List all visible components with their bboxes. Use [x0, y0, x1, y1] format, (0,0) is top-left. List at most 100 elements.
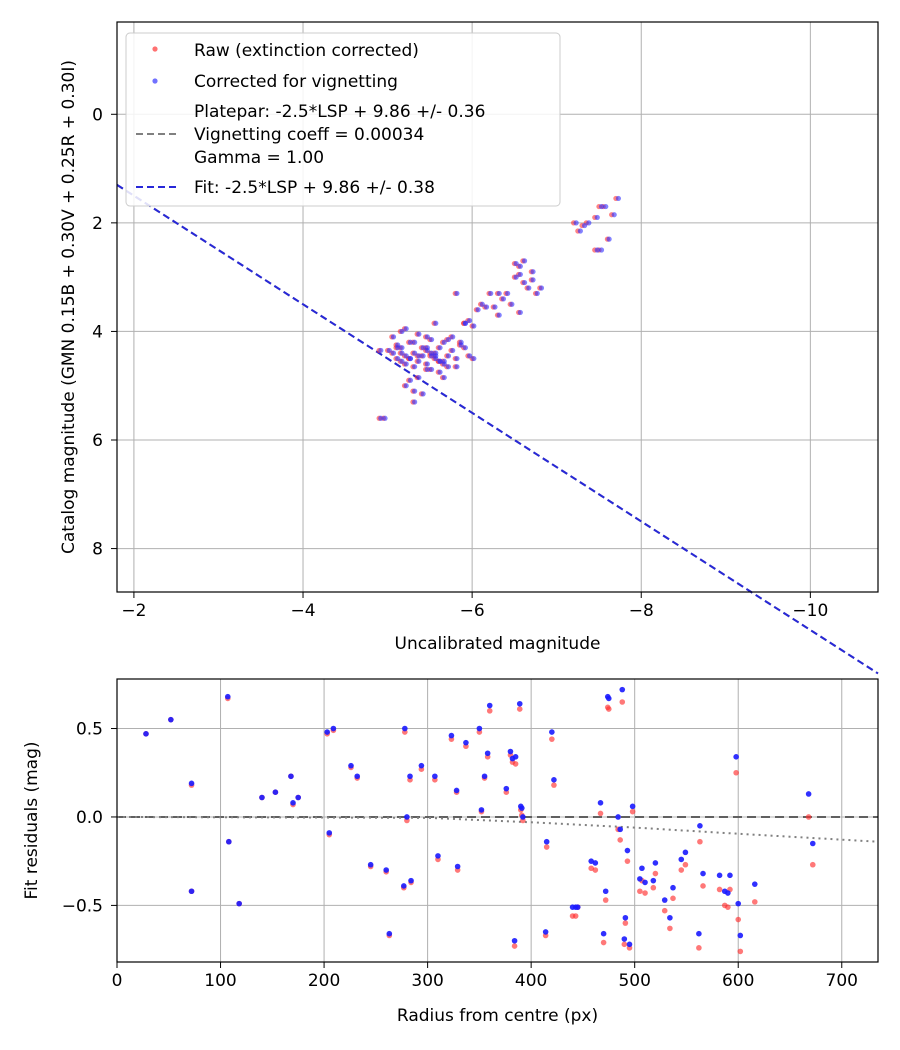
residual-corrected-point: [642, 879, 648, 886]
corrected-point: [471, 355, 477, 362]
corrected-point: [428, 366, 435, 373]
corrected-point: [479, 301, 485, 307]
residual-corrected-point: [697, 823, 703, 829]
residual-corrected-point: [272, 789, 279, 795]
residual-corrected-point: [448, 732, 455, 739]
corrected-point: [573, 220, 579, 226]
residual-corrected-point: [236, 900, 242, 907]
corrected-point: [441, 358, 447, 364]
residual-corrected-point: [700, 870, 706, 877]
bottom-x-tick-label: 700: [826, 971, 858, 991]
residual-corrected-point: [682, 849, 689, 856]
corrected-point: [424, 334, 430, 340]
residual-corrected-point: [503, 785, 510, 792]
residual-corrected-point: [670, 884, 676, 891]
corrected-point: [437, 345, 443, 351]
residual-raw-point: [512, 761, 519, 767]
vignetting-curve: [116, 815, 879, 843]
residual-raw-point: [619, 699, 626, 705]
corrected-point: [615, 195, 622, 202]
bottom-x-tick-label: 200: [308, 971, 340, 991]
bottom-x-tick-label: 500: [618, 971, 650, 991]
top-x-axis-label: Uncalibrated magnitude: [395, 634, 601, 654]
residual-corrected-point: [624, 847, 631, 854]
residual-raw-point: [652, 870, 659, 877]
residual-corrected-point: [600, 930, 607, 937]
corrected-point: [530, 277, 536, 283]
residual-corrected-point: [330, 725, 337, 732]
corrected-point: [441, 374, 447, 381]
residual-corrected-point: [661, 897, 668, 903]
corrected-point: [517, 309, 523, 316]
residual-raw-point: [549, 736, 555, 742]
residual-raw-point: [805, 814, 812, 820]
residual-raw-point: [735, 916, 742, 923]
residual-raw-point: [642, 890, 648, 896]
residual-raw-point: [733, 769, 739, 776]
residual-corrected-point: [809, 840, 816, 847]
residual-corrected-point: [622, 914, 629, 921]
residual-corrected-point: [290, 800, 296, 806]
residual-raw-point: [637, 888, 643, 895]
corrected-point: [378, 347, 384, 354]
bottom-x-tick-label: 600: [722, 971, 754, 991]
bottom-chart: 0 100 200 300 400 500 600 700 −0.5 0.0 0.5 Radius …: [22, 678, 879, 1026]
corrected-point: [445, 353, 452, 359]
corrected-point: [483, 304, 490, 310]
residual-corrected-point: [626, 941, 633, 948]
residual-corrected-point: [383, 867, 389, 873]
corrected-point: [407, 377, 414, 383]
residual-raw-point: [622, 920, 629, 926]
residual-corrected-point: [602, 888, 609, 895]
corrected-point: [534, 290, 540, 297]
residual-raw-point: [697, 838, 703, 845]
residual-corrected-point: [188, 888, 195, 895]
top-y-tick-label: 8: [92, 540, 103, 560]
corrected-point: [399, 358, 405, 364]
residual-raw-point: [716, 886, 723, 893]
corrected-point: [390, 350, 397, 356]
residual-corrected-point: [224, 693, 231, 700]
legend-vignetting-label: Vignetting coeff = 0.00034: [194, 125, 424, 145]
corrected-point: [445, 336, 452, 343]
residual-raw-point: [661, 907, 668, 914]
residual-corrected-point: [597, 800, 604, 806]
corrected-point: [454, 355, 460, 362]
residual-raw-point: [606, 706, 612, 712]
residual-corrected-point: [463, 739, 469, 746]
corrected-point: [378, 415, 384, 421]
residual-corrected-point: [805, 791, 812, 797]
residual-raw-point: [700, 883, 706, 889]
corrected-point: [466, 353, 473, 359]
corrected-point: [390, 334, 397, 340]
corrected-point: [521, 279, 528, 286]
residual-corrected-point: [678, 856, 685, 863]
residual-corrected-point: [639, 865, 645, 872]
corrected-point: [420, 353, 426, 359]
residual-corrected-point: [737, 932, 744, 939]
corrected-point: [517, 263, 523, 269]
residual-corrected-point: [551, 777, 557, 783]
corrected-point: [399, 328, 405, 335]
legend-gamma-label: Gamma = 1.00: [194, 148, 324, 168]
corrected-point: [395, 355, 401, 362]
corrected-point: [538, 285, 545, 291]
legend-box: [125, 32, 561, 207]
corrected-point: [581, 222, 588, 229]
residual-corrected-point: [454, 863, 461, 870]
residual-corrected-point: [716, 872, 723, 879]
corrected-point: [454, 290, 460, 297]
corrected-point: [441, 339, 447, 345]
residual-corrected-point: [667, 914, 673, 921]
residual-corrected-point: [519, 805, 525, 811]
bottom-y-tick-label: 0.0: [76, 808, 103, 828]
residual-raw-point: [617, 837, 623, 843]
corrected-point: [509, 301, 515, 307]
corrected-point: [403, 353, 409, 359]
corrected-point: [399, 350, 405, 356]
residual-corrected-point: [621, 936, 628, 942]
corrected-point: [526, 285, 532, 291]
corrected-point: [437, 358, 443, 364]
legend-fit-label: Fit: -2.5*LSP + 9.86 +/- 0.38: [194, 178, 435, 198]
residual-corrected-point: [324, 729, 330, 735]
